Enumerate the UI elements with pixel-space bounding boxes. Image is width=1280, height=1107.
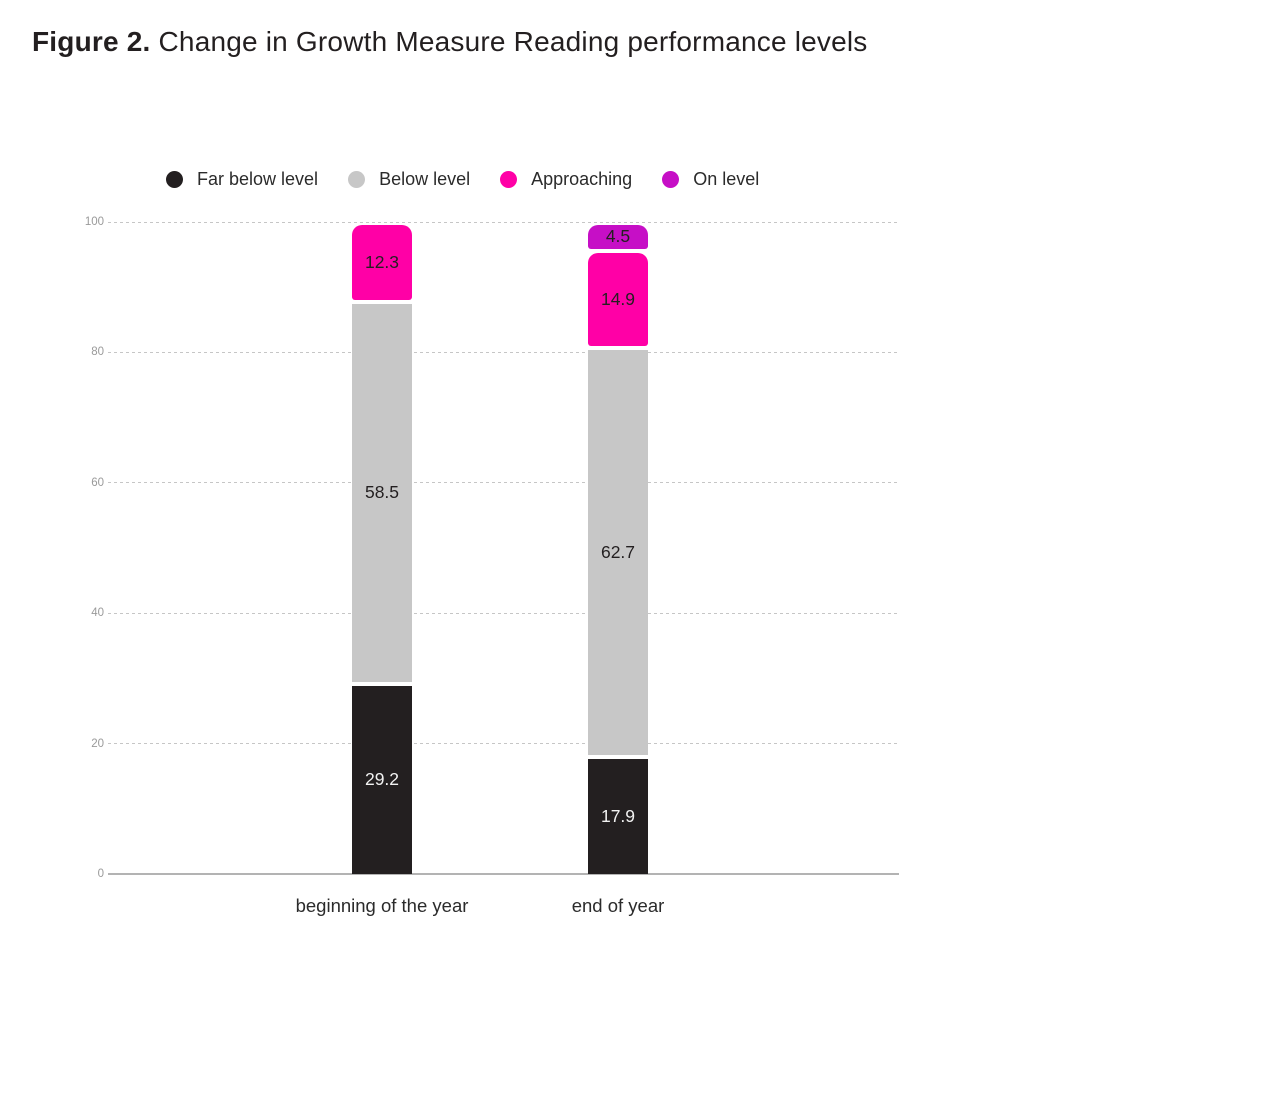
legend: Far below level Below level Approaching On … xyxy=(166,169,759,190)
legend-dot-on-level xyxy=(662,171,680,188)
legend-dot-approaching xyxy=(500,171,518,188)
legend-label: Below level xyxy=(379,169,471,189)
gridline-40 xyxy=(108,612,899,614)
segment-value-label: 17.9 xyxy=(600,805,636,826)
legend-item-far-below-level: Far below level xyxy=(166,169,318,190)
figure-title-prefix: Figure 2. xyxy=(32,26,151,57)
bar-segment-far-below-level: 17.9 xyxy=(588,759,648,874)
bar-segment-below-level: 62.7 xyxy=(588,350,648,756)
bar-beginning-of-the-year: 29.2 58.5 12.3 xyxy=(352,222,412,874)
legend-label: Far below level xyxy=(197,169,319,189)
legend-item-on-level: On level xyxy=(662,169,759,190)
segment-value-label: 29.2 xyxy=(364,769,400,790)
x-axis-line xyxy=(108,873,899,875)
gridline-80 xyxy=(108,351,899,353)
segment-value-label: 12.3 xyxy=(364,251,400,272)
legend-dot-below-level xyxy=(348,171,366,188)
gridline-60 xyxy=(108,482,899,484)
gridline-20 xyxy=(108,743,899,745)
gridline-100 xyxy=(108,221,899,223)
y-tick-label-100: 100 xyxy=(84,216,104,228)
legend-dot-far-below-level xyxy=(166,171,183,188)
y-tick-label-20: 20 xyxy=(91,737,104,750)
legend-item-below-level: Below level xyxy=(348,169,470,190)
bar-segment-far-below-level: 29.2 xyxy=(352,685,412,874)
bar-segment-on-level: 4.5 xyxy=(588,225,648,250)
plot-area: 0 20 40 60 80 100 29.2 58.5 12.3 beginning of the… xyxy=(85,216,899,916)
legend-label: Approaching xyxy=(531,169,633,189)
bar-segment-approaching: 12.3 xyxy=(352,225,412,301)
y-tick-label-60: 60 xyxy=(91,476,104,489)
y-tick-label-0: 0 xyxy=(97,868,104,880)
legend-item-approaching: Approaching xyxy=(500,169,632,190)
x-category-label-end-of-year: end of year xyxy=(571,895,665,916)
legend-label: On level xyxy=(693,169,760,189)
segment-value-label: 62.7 xyxy=(600,542,636,563)
segment-value-label: 4.5 xyxy=(605,226,631,247)
x-category-label-beginning-of-the-year: beginning of the year xyxy=(295,895,469,916)
segment-value-label: 58.5 xyxy=(364,482,400,503)
y-tick-label-80: 80 xyxy=(91,346,104,359)
segment-value-label: 14.9 xyxy=(600,289,636,310)
bar-segment-approaching: 14.9 xyxy=(588,253,648,347)
y-tick-label-40: 40 xyxy=(91,607,104,620)
bar-end-of-year: 17.9 62.7 14.9 4.5 xyxy=(588,222,648,874)
figure-title-text: Change in Growth Measure Reading perform… xyxy=(158,26,868,57)
bar-segment-below-level: 58.5 xyxy=(352,304,412,682)
figure-title: Figure 2. Change in Growth Measure Readin… xyxy=(32,26,868,58)
